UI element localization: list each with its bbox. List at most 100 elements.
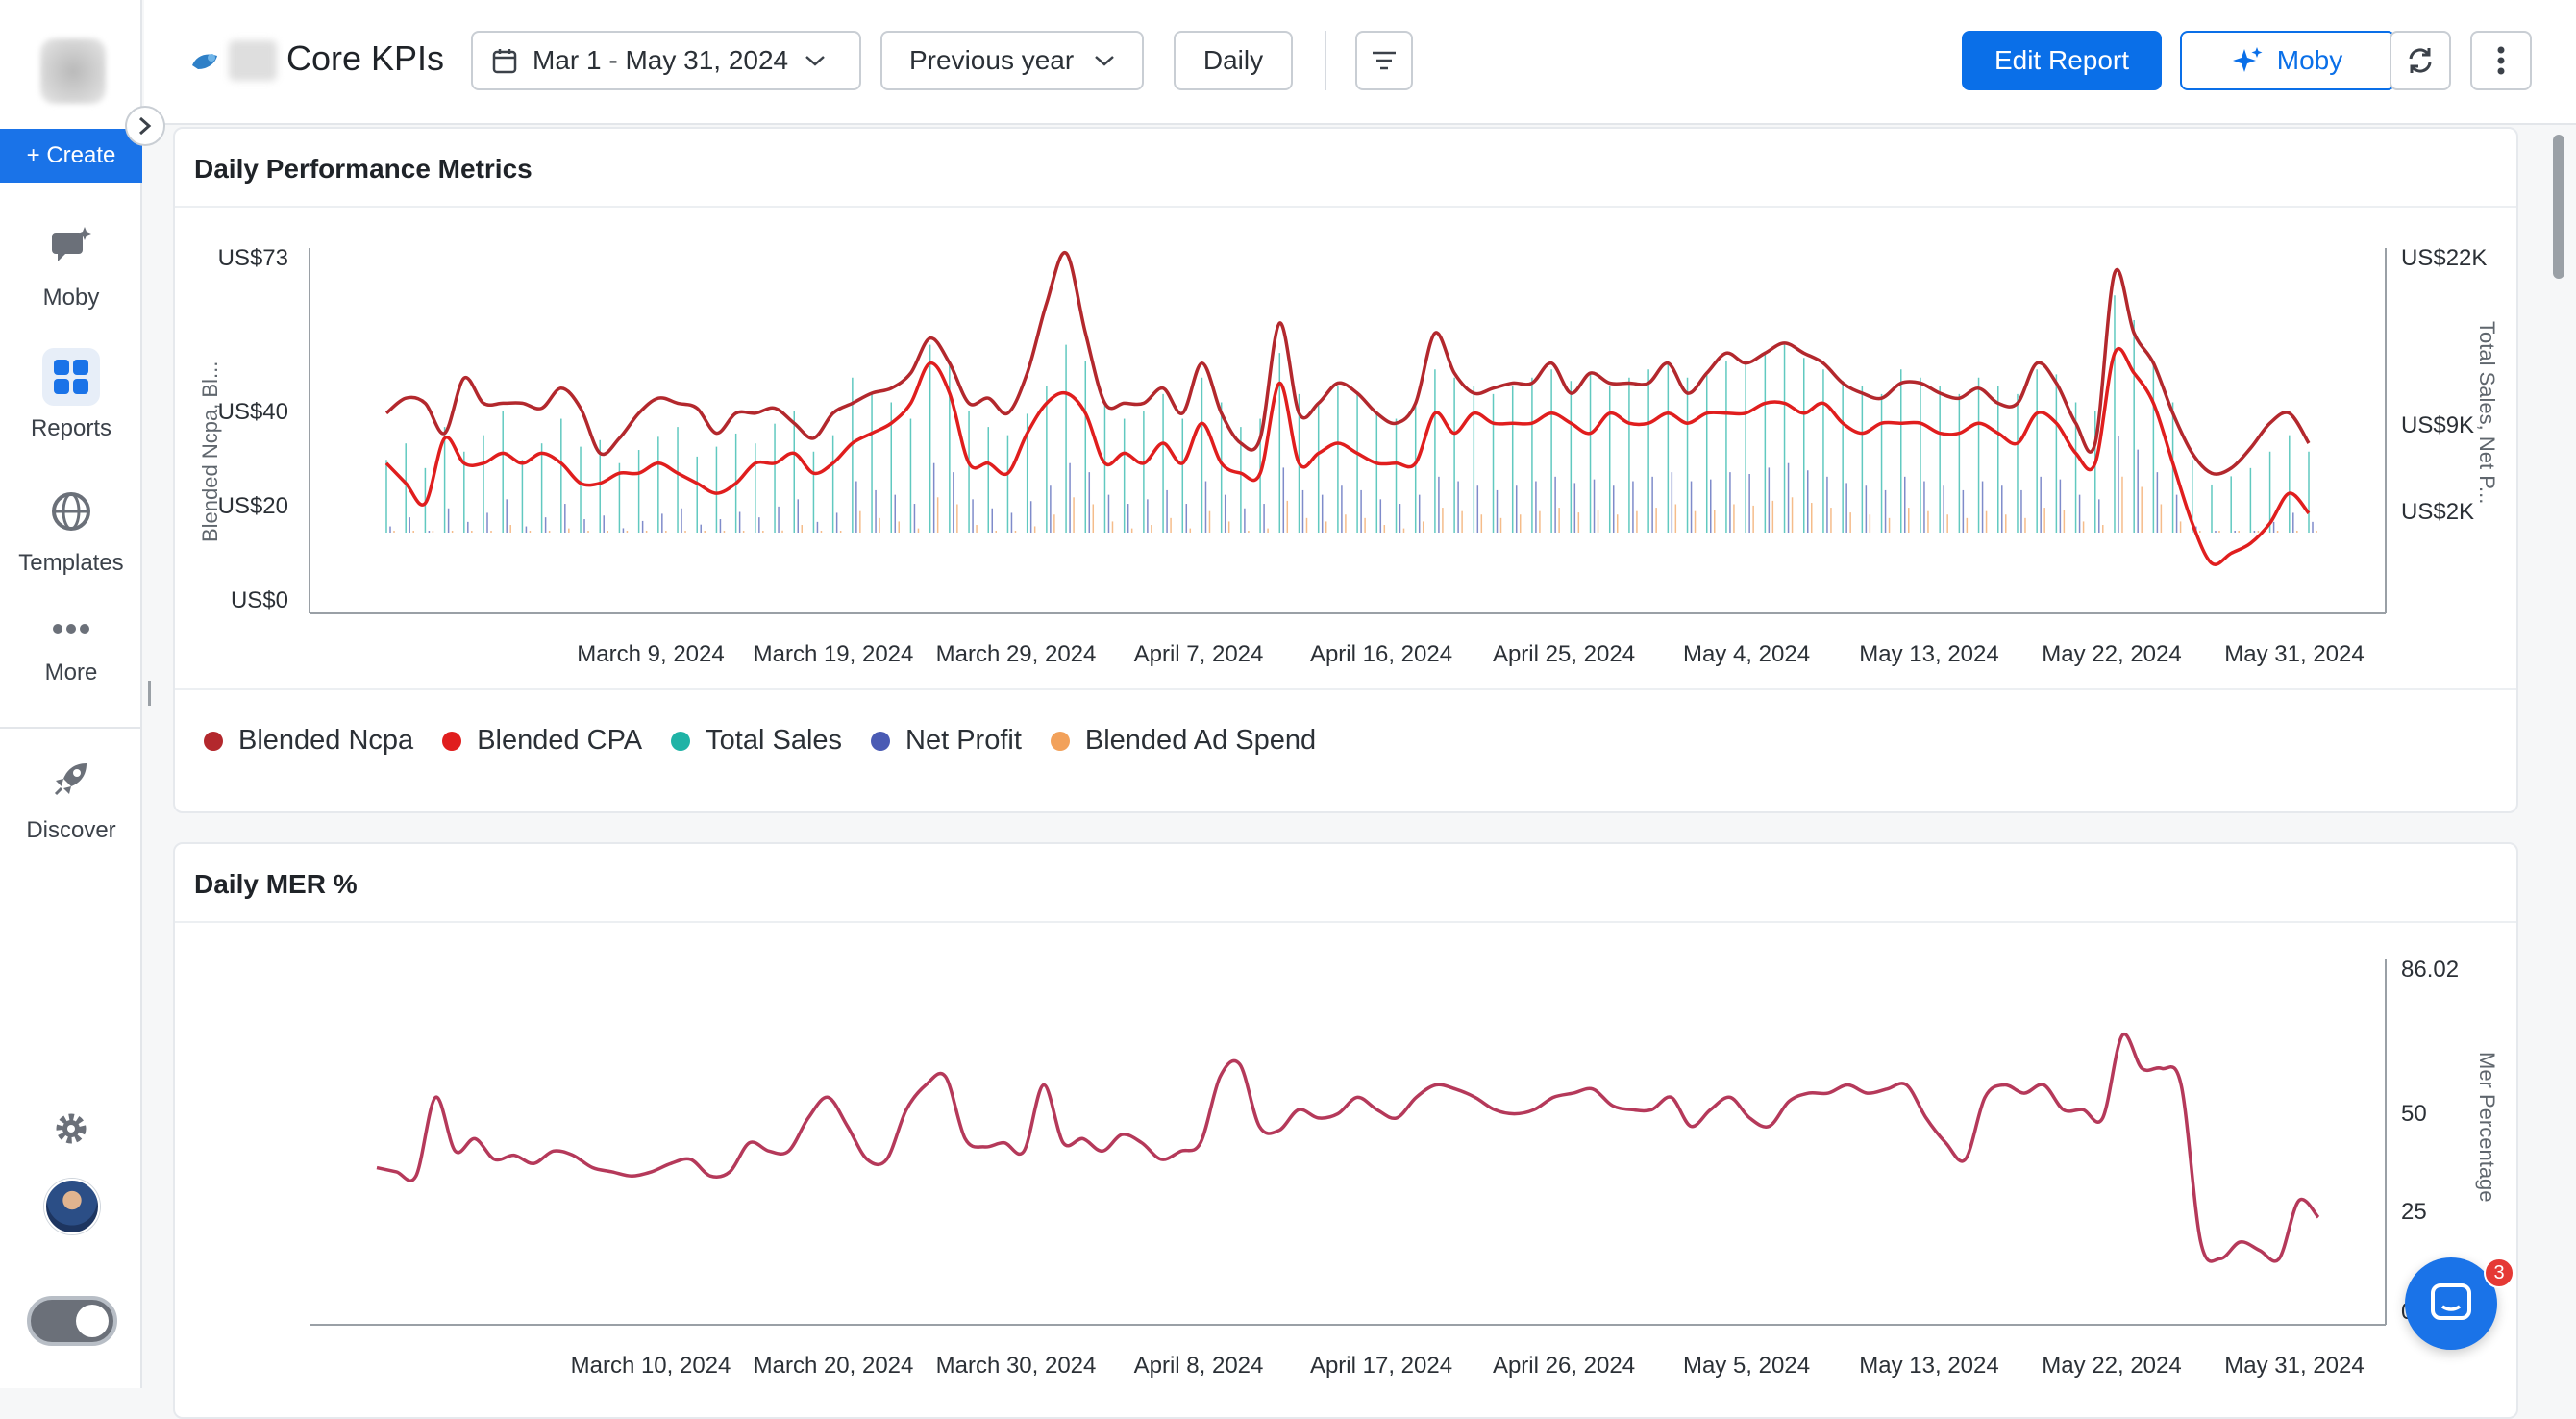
- legend-dot: [871, 731, 891, 751]
- sidebar-item-more[interactable]: More: [0, 608, 142, 686]
- legend-label: Blended Ncpa: [238, 725, 414, 756]
- toggle-knob: [76, 1305, 109, 1337]
- blended-cpa-line: [384, 347, 2311, 566]
- brand-logo[interactable]: [40, 38, 106, 104]
- sidebar-item-reports[interactable]: Reports: [0, 348, 142, 442]
- x-tick-label: April 17, 2024: [1310, 1353, 1452, 1379]
- legend-label: Blended Ad Spend: [1084, 725, 1317, 756]
- sidebar-resize-handle[interactable]: [148, 681, 151, 706]
- x-tick-label: April 7, 2024: [1134, 641, 1264, 667]
- sidebar-item-label: Reports: [30, 415, 112, 441]
- legend-divider: [175, 688, 2516, 690]
- chart-legend: Blended Ncpa Blended CPA Total Sales Net…: [204, 725, 1316, 757]
- date-range-value: Mar 1 - May 31, 2024: [533, 45, 789, 75]
- edit-report-button[interactable]: Edit Report: [1962, 31, 2162, 90]
- y-right-tick-label: US$9K: [2401, 412, 2474, 438]
- store-name-redacted: [229, 40, 277, 81]
- sidebar: + Create Moby Reports Templates More Dis…: [0, 0, 142, 1388]
- legend-dot: [204, 731, 223, 751]
- more-dots-icon: [42, 608, 100, 650]
- filter-icon: [1373, 51, 1396, 70]
- legend-item[interactable]: Blended Ad Spend: [1050, 725, 1317, 757]
- filter-button[interactable]: [1355, 31, 1413, 90]
- sidebar-divider: [0, 727, 142, 729]
- x-tick-label: May 31, 2024: [2224, 641, 2364, 667]
- page-title: Core KPIs: [286, 38, 445, 78]
- x-tick-label: March 20, 2024: [754, 1353, 914, 1379]
- legend-label: Blended CPA: [477, 725, 643, 756]
- x-tick-label: March 9, 2024: [577, 641, 724, 667]
- chat-widget-button[interactable]: [2405, 1257, 2497, 1350]
- x-tick-label: May 22, 2024: [2042, 1353, 2181, 1379]
- sidebar-item-discover[interactable]: Discover: [0, 750, 142, 844]
- y-tick-label: US$20: [218, 493, 288, 519]
- granularity-value: Daily: [1202, 45, 1264, 75]
- card-title: Daily MER %: [194, 869, 358, 899]
- globe-icon: [42, 483, 100, 540]
- y-tick-label: US$73: [218, 245, 288, 271]
- legend-item[interactable]: Net Profit: [871, 725, 1022, 757]
- chevron-down-icon: [805, 56, 825, 66]
- calendar-icon: [492, 49, 517, 74]
- y-axis-title-right: Total Sales, Net P...: [2475, 321, 2499, 504]
- daily-performance-card: Daily Performance Metrics US$73 US$40 US…: [173, 127, 2518, 813]
- legend-item[interactable]: Blended Ncpa: [204, 725, 413, 757]
- sidebar-item-moby[interactable]: Moby: [0, 217, 142, 311]
- x-tick-label: May 22, 2024: [2042, 641, 2181, 667]
- notification-badge: 3: [2484, 1257, 2514, 1288]
- avatar[interactable]: [44, 1179, 100, 1234]
- sidebar-item-label: Moby: [42, 285, 100, 311]
- moby-button[interactable]: Moby: [2180, 31, 2395, 90]
- page-scrollbar[interactable]: [2549, 127, 2568, 1388]
- performance-chart[interactable]: US$73 US$40 US$20 US$0 US$22K US$9K US$2…: [175, 129, 2520, 688]
- grid-icon: [42, 348, 100, 406]
- legend-label: Net Profit: [905, 725, 1022, 756]
- compare-period-select[interactable]: Previous year: [880, 31, 1144, 90]
- x-tick-label: May 5, 2024: [1683, 1353, 1810, 1379]
- collapse-sidebar-button[interactable]: [125, 106, 165, 146]
- x-tick-label: March 19, 2024: [754, 641, 914, 667]
- y-tick-label: US$40: [218, 399, 288, 425]
- granularity-button[interactable]: Daily: [1174, 31, 1293, 90]
- x-tick-label: May 13, 2024: [1859, 1353, 1998, 1379]
- theme-toggle[interactable]: [27, 1296, 117, 1346]
- legend-item[interactable]: Blended CPA: [442, 725, 642, 757]
- refresh-icon: [2409, 48, 2432, 73]
- more-options-button[interactable]: [2470, 31, 2532, 90]
- moby-button-label: Moby: [2276, 45, 2343, 75]
- sidebar-item-label: Templates: [18, 550, 124, 576]
- y-tick-label: US$0: [231, 587, 288, 613]
- x-tick-label: April 26, 2024: [1493, 1353, 1635, 1379]
- y-tick-label: 50: [2401, 1101, 2427, 1127]
- y-axis-title-left: Blended Ncpa, Bl...: [198, 361, 222, 542]
- x-tick-label: April 25, 2024: [1493, 641, 1635, 667]
- sidebar-item-label: More: [44, 660, 98, 685]
- mer-chart[interactable]: 86.02 50 25 0 Mer Percentage March 10, 2…: [175, 844, 2520, 1390]
- create-button[interactable]: + Create: [0, 129, 142, 183]
- card-divider: [175, 921, 2516, 923]
- legend-item[interactable]: Total Sales: [671, 725, 842, 757]
- toolbar-divider: [1325, 31, 1326, 90]
- daily-mer-card: Daily MER % 86.02 50 25 0 Mer Percentage…: [173, 842, 2518, 1419]
- sparkle-icon: [2232, 47, 2263, 72]
- y-right-tick-label: US$22K: [2401, 245, 2487, 271]
- refresh-button[interactable]: [2390, 31, 2451, 90]
- compare-period-value: Previous year: [909, 45, 1075, 75]
- x-tick-label: March 30, 2024: [936, 1353, 1097, 1379]
- x-tick-label: May 4, 2024: [1683, 641, 1810, 667]
- gear-icon[interactable]: [52, 1109, 90, 1153]
- x-tick-label: May 13, 2024: [1859, 641, 1998, 667]
- legend-dot: [1050, 731, 1070, 751]
- scroll-thumb[interactable]: [2553, 135, 2564, 279]
- chat-icon: [2431, 1283, 2471, 1320]
- chat-sparkle-icon: [42, 217, 100, 275]
- legend-dot: [442, 731, 462, 751]
- chevron-down-icon: [1095, 56, 1115, 66]
- y-axis-title: Mer Percentage: [2475, 1052, 2499, 1203]
- date-range-picker[interactable]: Mar 1 - May 31, 2024: [471, 31, 861, 90]
- x-tick-label: March 10, 2024: [571, 1353, 731, 1379]
- sidebar-item-label: Discover: [26, 817, 116, 843]
- card-title: Daily Performance Metrics: [194, 154, 533, 184]
- sidebar-item-templates[interactable]: Templates: [0, 483, 142, 577]
- mer-line: [376, 1032, 2320, 1263]
